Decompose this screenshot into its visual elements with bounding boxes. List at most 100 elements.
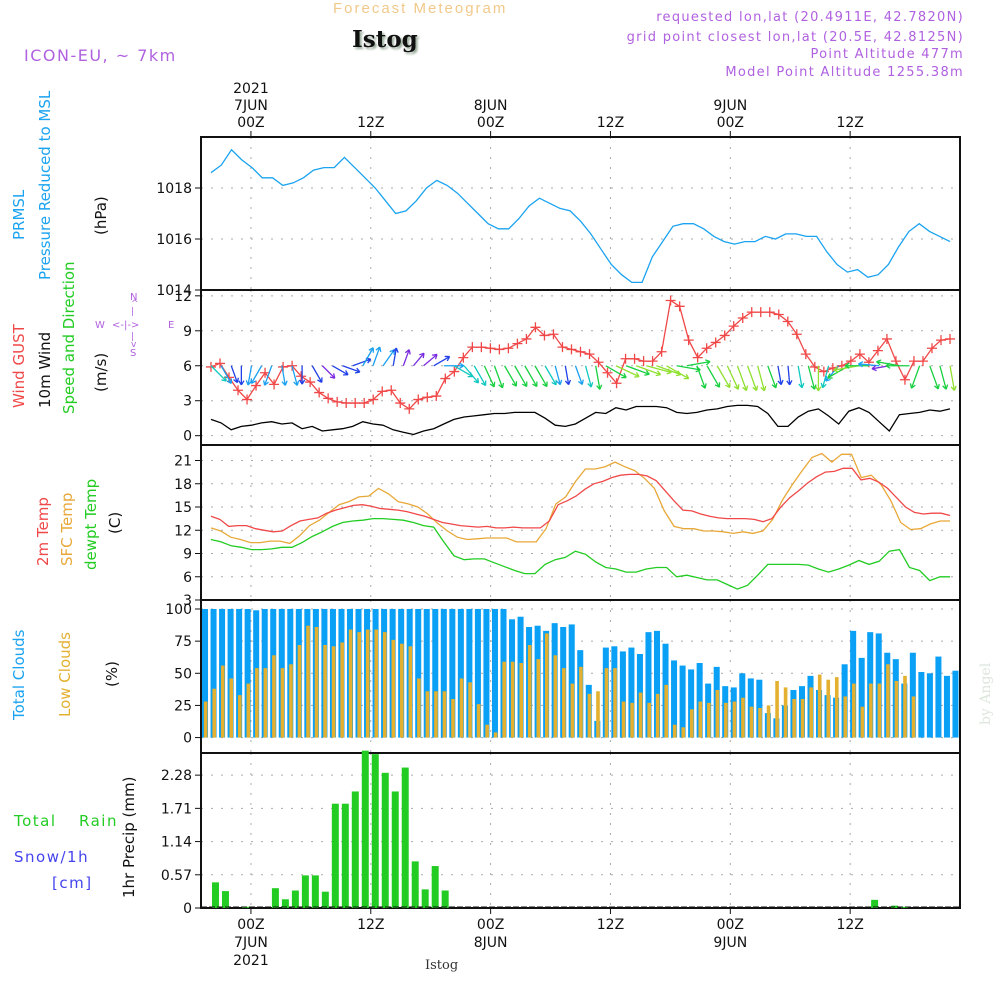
low-cloud-bar [544,633,549,738]
total-cloud-bar [653,630,661,738]
rain-bar [301,875,309,908]
y-tick-label: 2.28 [161,768,192,784]
wind-arrow [696,365,707,389]
low-cloud-bar [707,702,711,738]
compass-arrow-n: ^ | [131,299,139,317]
wind-arrow [820,365,830,389]
wind-gust-marker [602,367,613,378]
wind-gust-marker [917,356,928,367]
wind-gust-marker [503,343,514,354]
low-cloud-bar [852,683,856,738]
x-date-label-bottom: 7JUN [234,935,268,951]
low-cloud-bar [348,629,353,738]
wind-gust-marker [746,307,757,318]
y-tick-label: 9 [183,547,192,563]
chart-title: Forecast Meteogram [333,0,508,17]
low-cloud-bar [289,664,293,738]
wind-arrow [291,365,300,386]
total-cloud-bar [449,609,456,738]
rain-bar [391,791,399,908]
x-tick-label-bottom: 00Z [717,917,744,933]
x-date-label-top: 9JUN [713,98,747,114]
rain-bar [371,754,379,908]
low-cloud-bar [562,668,566,738]
wind-gust-marker [728,321,739,332]
wind-gust-marker [476,342,487,353]
total-cloud-bar [210,609,217,738]
wind-gust-marker [620,353,631,364]
wind-arrow [514,365,528,388]
wind-gust-marker [251,380,262,391]
low-cloud-bar [425,691,430,738]
y-tick-label: 1.71 [161,801,192,817]
wind-arrow [392,347,399,366]
wind-arrow [245,365,253,386]
wind-arrow [423,353,438,367]
wind-gust-marker [494,344,505,355]
low-cloud-bar [647,702,651,738]
wind-gust-marker [872,345,883,356]
x-date-label-bottom: 8JUN [474,935,508,951]
wind-gust-marker [332,396,343,407]
y-tick-label: 0 [183,429,192,445]
wind-arrow [595,365,603,390]
low-cloud-bar [468,682,472,738]
wind-arrow [473,365,487,387]
wind-arrow [311,365,323,383]
low-cloud-bar [536,659,541,738]
low-cloud-bar [255,668,259,738]
wind-gust-marker [908,356,919,367]
low-cloud-bar [800,699,805,738]
low-cloud-bar [911,696,916,738]
total-cloud-bar [935,656,942,738]
x-tick-label-bottom: 12Z [357,917,384,933]
wind-gust-marker [557,342,568,353]
low-cloud-bar [237,695,242,738]
low-cloud-bar [741,697,745,738]
low-cloud-bar [340,642,344,738]
wind-arrow [929,365,940,390]
wind-arrow [844,362,870,369]
low-cloud-bar [553,655,558,738]
y-tick-label: 25 [174,698,192,714]
wind-gust-marker [692,352,703,363]
low-cloud-bar [681,727,686,738]
wind-gust-marker [214,358,225,369]
wind-gust-marker [845,356,856,367]
total-cloud-bar [619,651,626,738]
wind-arrow [298,365,306,385]
low-cloud-bar [314,627,319,738]
y-tick-label: 75 [174,634,192,650]
wind-arrow [402,349,411,366]
wind-arrow [382,349,395,367]
wind-10m-line [210,404,951,436]
wind-gust-marker [936,335,947,346]
x-tick-label-top: 12Z [597,115,624,131]
compass-n: N [130,292,138,303]
total-cloud-bar [440,609,447,738]
low-cloud-bar [203,701,208,738]
low-cloud-bar [212,688,217,738]
low-cloud-bar [724,702,728,738]
wind-gust-marker [350,398,361,409]
y-tick-label: 3 [183,593,192,609]
low-cloud-bar [365,629,370,738]
y-tick-label: 12 [174,523,192,539]
low-cloud-bar [434,691,438,738]
total-cloud-bar [491,609,498,738]
wind-arrow [833,365,860,373]
low-cloud-bar [229,678,234,738]
wind-arrow [281,365,288,386]
wind-arrow [504,365,518,387]
total-cloud-bar [679,665,686,738]
wind-arrow [885,362,910,369]
rain-bar [291,890,299,908]
wind-arrow [876,359,900,367]
low-cloud-bar [715,690,720,738]
wind-gust-marker [431,391,442,402]
x-date-label-bottom: 9JUN [713,935,747,951]
precip-total-label: Total [14,812,57,830]
total-cloud-bar [423,609,430,738]
station-name: Istog [352,26,418,53]
y-tick-label: 0 [183,731,192,747]
